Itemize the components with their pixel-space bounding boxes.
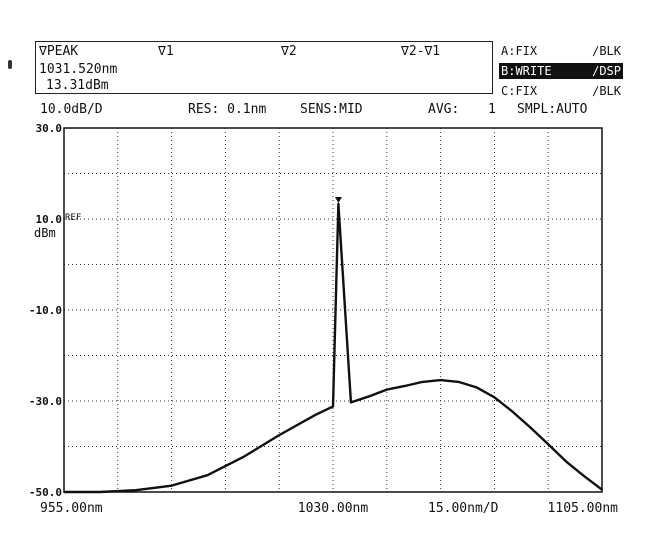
spectrum-point xyxy=(242,456,245,458)
y-tick-label: -30.0 xyxy=(29,395,62,408)
averaging-label: AVG: xyxy=(428,102,460,117)
marker-info-box: ∇PEAK 1031.520nm 13.31dBm ∇1 ∇2 ∇2-∇1 xyxy=(35,41,493,94)
marker-delta-label: ∇2-∇1 xyxy=(401,44,441,59)
spectrum-point xyxy=(421,381,424,383)
spectrum-point xyxy=(493,396,496,399)
trace-panel: A:FIX ∕BLK B:WRITE ∕DSP C:FIX ∕BLK xyxy=(499,41,623,99)
spectrum-point xyxy=(337,203,340,205)
spectrum-point xyxy=(99,491,101,493)
y-tick-label: 10.0 xyxy=(36,213,63,226)
spectrum-point xyxy=(529,426,532,429)
scan-speck xyxy=(8,60,12,69)
spectrum-point xyxy=(170,484,173,487)
spectrum-point xyxy=(565,460,567,463)
grid xyxy=(64,128,602,492)
trace-c-mode: C:FIX xyxy=(501,84,538,98)
spectrum-point xyxy=(547,443,549,446)
spectrum-point xyxy=(583,475,585,477)
y-tick-label: -10.0 xyxy=(29,304,62,317)
trace-c-display: ∕BLK xyxy=(592,84,621,98)
y-unit-label: dBm xyxy=(34,226,56,240)
x-span-label: 15.00nm/D xyxy=(428,501,499,516)
trace-b-mode: B:WRITE xyxy=(501,64,552,78)
spectrum-point xyxy=(511,410,514,413)
y-tick-label: 30.0 xyxy=(36,122,63,135)
spectrum-point xyxy=(403,385,406,387)
spectrum-point xyxy=(439,379,442,381)
trace-c-row[interactable]: C:FIX ∕BLK xyxy=(499,83,623,99)
resolution-setting: RES: 0.1nm xyxy=(188,102,267,117)
trace-a-display: ∕BLK xyxy=(592,44,621,58)
trace-a-row[interactable]: A:FIX ∕BLK xyxy=(499,43,623,59)
markers xyxy=(334,196,342,203)
x-stop-label: 1105.00nm xyxy=(548,501,619,516)
spectrum-point xyxy=(386,388,388,391)
spectrum-point xyxy=(601,488,603,491)
marker-1-label: ∇1 xyxy=(158,44,174,59)
ref-level-label: REF xyxy=(65,213,81,223)
trace-b-row[interactable]: B:WRITE ∕DSP xyxy=(499,63,623,79)
y-ticks: 30.0 10.0 -10.0 -30.0 -50.0 xyxy=(29,122,62,499)
spectrum-point xyxy=(63,491,65,493)
spectrum-point xyxy=(475,386,478,389)
trace-a-mode: A:FIX xyxy=(501,44,538,58)
peak-marker-icon xyxy=(334,196,342,203)
spectrum-point xyxy=(368,395,370,398)
x-center-label: 1030.00nm xyxy=(298,501,369,516)
sensitivity-setting: SENS:MID xyxy=(300,102,363,117)
spectrum-point xyxy=(332,405,334,408)
spectrum-point xyxy=(350,401,352,404)
spectrum-point xyxy=(278,434,281,436)
series xyxy=(63,202,603,494)
plot-frame xyxy=(63,127,603,493)
spectrum-point xyxy=(206,474,209,476)
marker-peak-label: ∇PEAK xyxy=(39,44,79,59)
y-tick-label: -50.0 xyxy=(29,486,62,499)
trace-b-display: ∕DSP xyxy=(592,64,621,78)
sampling-setting: SMPL:AUTO xyxy=(517,102,588,117)
marker-level: 13.31dBm xyxy=(46,78,109,93)
x-start-label: 955.00nm xyxy=(40,501,103,516)
marker-wavelength: 1031.520nm xyxy=(39,62,118,77)
spectrum-point xyxy=(457,381,460,383)
spectrum-point xyxy=(314,414,316,416)
spectrum-point xyxy=(134,489,137,491)
marker-2-label: ∇2 xyxy=(281,44,297,59)
scale-setting: 10.0dB/D xyxy=(40,102,103,117)
averaging-value: 1 xyxy=(488,102,496,117)
